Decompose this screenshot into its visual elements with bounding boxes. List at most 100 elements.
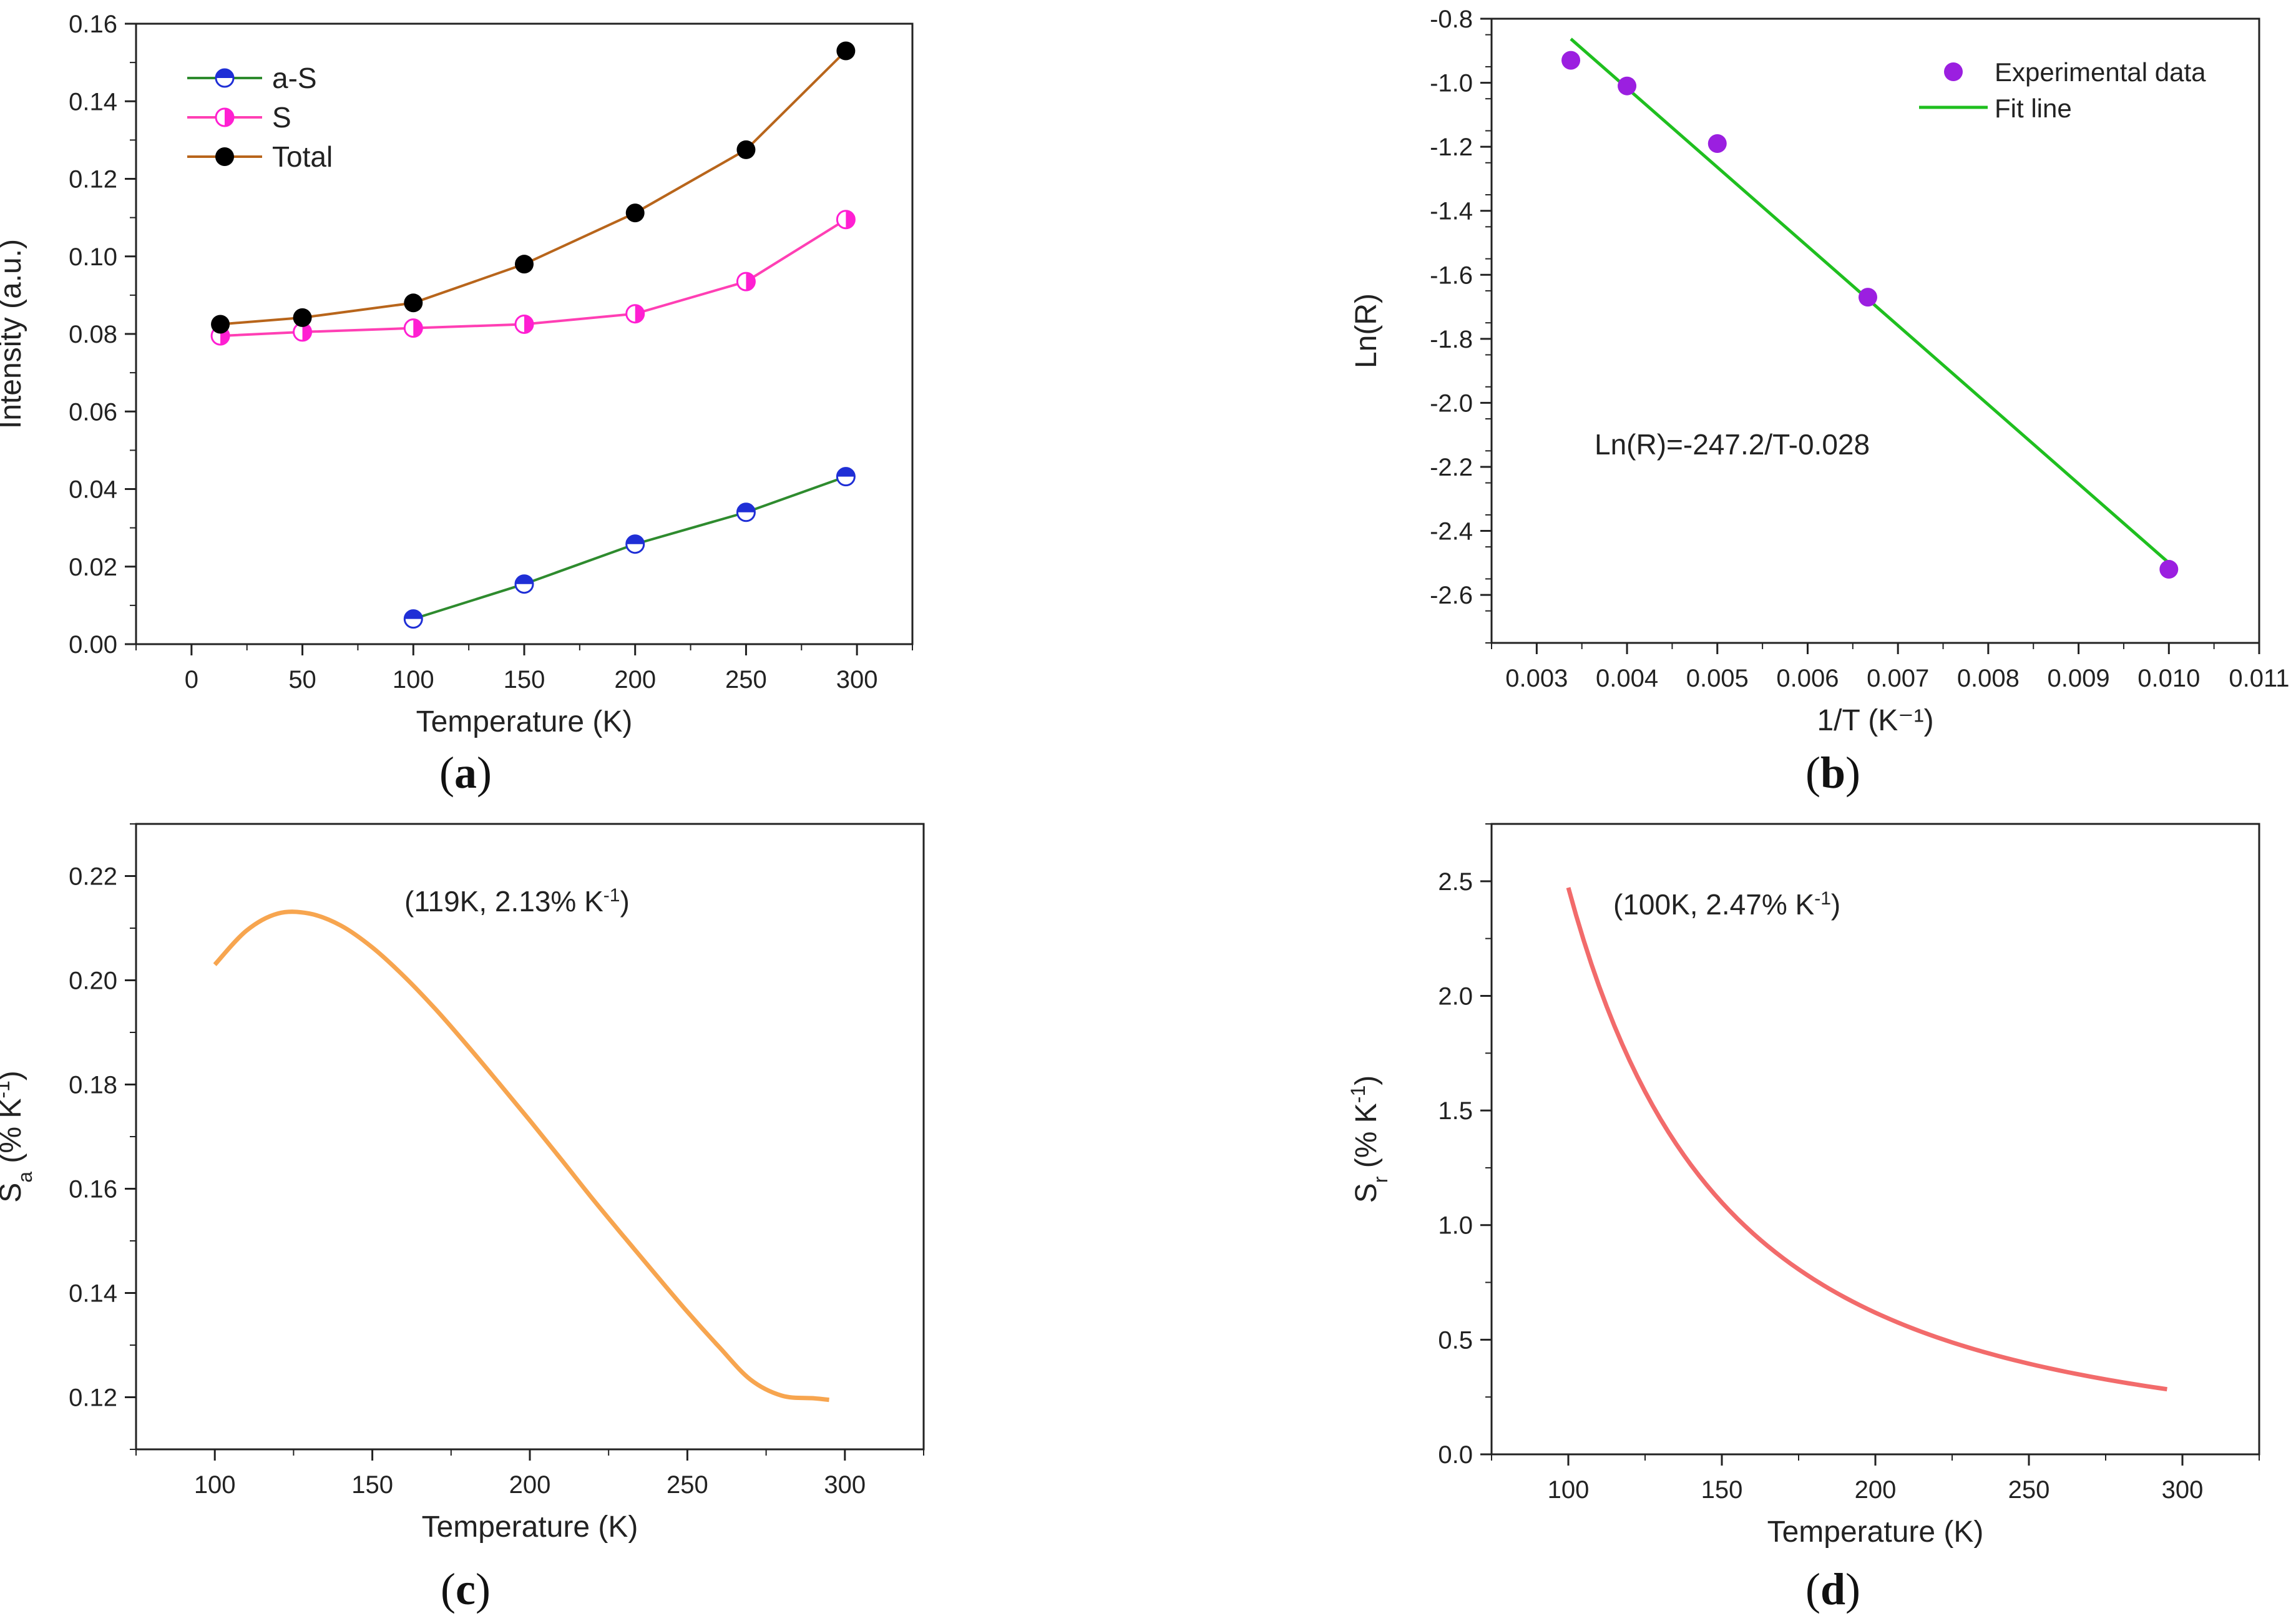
legend-label: Experimental data	[1995, 57, 2206, 87]
x-tick-label: 0.005	[1686, 665, 1749, 692]
annotation-end: )	[1831, 888, 1840, 921]
panel-letter-b: b	[1820, 748, 1845, 798]
y-tick-label: 0.06	[69, 398, 117, 426]
annotation-main: (119K, 2.13% K	[404, 885, 603, 918]
y-label-end: )	[0, 1070, 27, 1080]
data-point	[1561, 51, 1581, 70]
y-tick-label: 0.14	[69, 88, 117, 115]
y-axis-label: Sr (% K-1)	[1347, 1075, 1392, 1203]
panel-letter-a: a	[454, 748, 477, 798]
annotation: (119K, 2.13% K-1)	[404, 885, 630, 918]
x-axis-label: Temperature (K)	[1767, 1516, 1984, 1549]
y-tick-label: 0.10	[69, 243, 117, 271]
y-tick-label: 0.12	[69, 1384, 117, 1412]
y-tick-label: -2.2	[1430, 454, 1473, 481]
y-tick-label: -2.4	[1430, 518, 1473, 546]
plot-frame	[135, 823, 925, 1451]
x-tick-label: 300	[836, 666, 878, 693]
data-point	[836, 467, 856, 487]
y-tick-label: 1.0	[1438, 1212, 1473, 1240]
x-tick-label: 250	[667, 1471, 708, 1499]
y-tick-label: 0.16	[69, 1176, 117, 1203]
y-tick-label: 0.16	[69, 11, 117, 38]
y-axis-label: Sa (% K-1)	[0, 1070, 36, 1203]
marker-fill	[746, 273, 755, 291]
x-tick-label: 100	[393, 666, 434, 693]
legend-marker	[215, 147, 234, 166]
marker-fill	[846, 210, 855, 228]
y-tick-label: -1.0	[1430, 70, 1473, 97]
data-point	[1618, 76, 1637, 95]
data-point	[215, 68, 235, 88]
data-point	[625, 203, 645, 223]
x-tick-label: 0.010	[2137, 665, 2200, 692]
x-tick-label: 200	[509, 1471, 551, 1499]
x-tick-label: 0.009	[2048, 665, 2110, 692]
marker-fill	[737, 503, 755, 512]
y-label-end: )	[1350, 1075, 1383, 1085]
data-point	[514, 574, 534, 594]
y-tick-label: 1.5	[1438, 1097, 1473, 1125]
y-tick-label: 0.04	[69, 476, 117, 504]
legend-label: a-S	[272, 62, 317, 94]
panel-letter-c: c	[456, 1564, 476, 1614]
data-point	[736, 140, 756, 159]
x-tick-label: 50	[288, 666, 316, 693]
data-point	[625, 534, 645, 554]
data-point	[1858, 288, 1877, 307]
data-point	[1707, 134, 1727, 153]
y-label-symbol: S	[0, 1183, 27, 1203]
data-point	[211, 315, 230, 334]
data-point	[836, 41, 856, 61]
y-tick-label: 0.5	[1438, 1326, 1473, 1354]
x-tick-label: 0.011	[2229, 665, 2289, 692]
curve-sa	[213, 909, 829, 1403]
y-tick-label: 0.00	[69, 631, 117, 659]
data-point	[2159, 560, 2179, 579]
y-tick-label: 0.14	[69, 1280, 117, 1308]
x-tick-label: 0.003	[1505, 665, 1568, 692]
marker-fill	[515, 575, 533, 584]
marker-fill	[837, 468, 855, 477]
marker-fill	[626, 535, 644, 544]
panel-label-d: (d)	[1805, 1564, 1860, 1614]
annotation-end: )	[620, 885, 629, 918]
x-tick-label: 200	[1855, 1476, 1897, 1504]
y-tick-label: -1.4	[1430, 198, 1473, 225]
plot-frame	[1490, 17, 2260, 644]
y-tick-label: -1.6	[1430, 262, 1473, 289]
data-point	[515, 255, 534, 274]
y-tick-label: 0.20	[69, 967, 117, 995]
y-tick-label: 0.12	[69, 166, 117, 193]
annotation: Ln(R)=-247.2/T-0.028	[1595, 428, 1870, 461]
y-axis-label: Intensity (a.u.)	[0, 239, 27, 429]
data-point	[625, 304, 645, 324]
x-tick-label: 0.006	[1776, 665, 1839, 692]
y-tick-label: 2.5	[1438, 868, 1473, 896]
y-label-symbol: S	[1350, 1183, 1383, 1203]
y-tick-label: 0.18	[69, 1072, 117, 1099]
y-label-unit: (% K	[0, 1099, 27, 1172]
legend-label: Total	[272, 140, 333, 173]
x-tick-label: 300	[824, 1471, 866, 1499]
panel-label-a: (a)	[439, 748, 492, 798]
panel-letter-d: d	[1820, 1564, 1845, 1614]
panel-a: 0 50 100 150 200 250 300 0.00 0.02 0.04 0.06 0.08 0.…	[0, 11, 914, 738]
annotation-main: (100K, 2.47% K	[1613, 888, 1815, 921]
x-tick-label: 0.007	[1867, 665, 1929, 692]
marker-fill	[225, 109, 233, 126]
data-point	[836, 210, 856, 230]
plot-frame	[1490, 823, 2260, 1456]
data-point	[403, 609, 423, 629]
data-point	[215, 107, 235, 127]
y-axis-label: Ln(R)	[1350, 293, 1383, 368]
x-tick-label: 250	[2008, 1476, 2050, 1504]
y-tick-label: 2.0	[1438, 982, 1473, 1010]
y-label-superscript: -1	[1347, 1085, 1369, 1103]
x-tick-label: 100	[1548, 1476, 1590, 1504]
marker-fill	[413, 319, 423, 337]
panel-d: 100 150 200 250 300 0.0 0.5 1.0 1.5 2.0 2.5 Tempera…	[1347, 823, 2260, 1549]
y-label-subscript: r	[1369, 1176, 1392, 1183]
x-tick-label: 0	[185, 666, 198, 693]
x-axis-label: 1/T (K⁻¹)	[1817, 704, 1933, 737]
